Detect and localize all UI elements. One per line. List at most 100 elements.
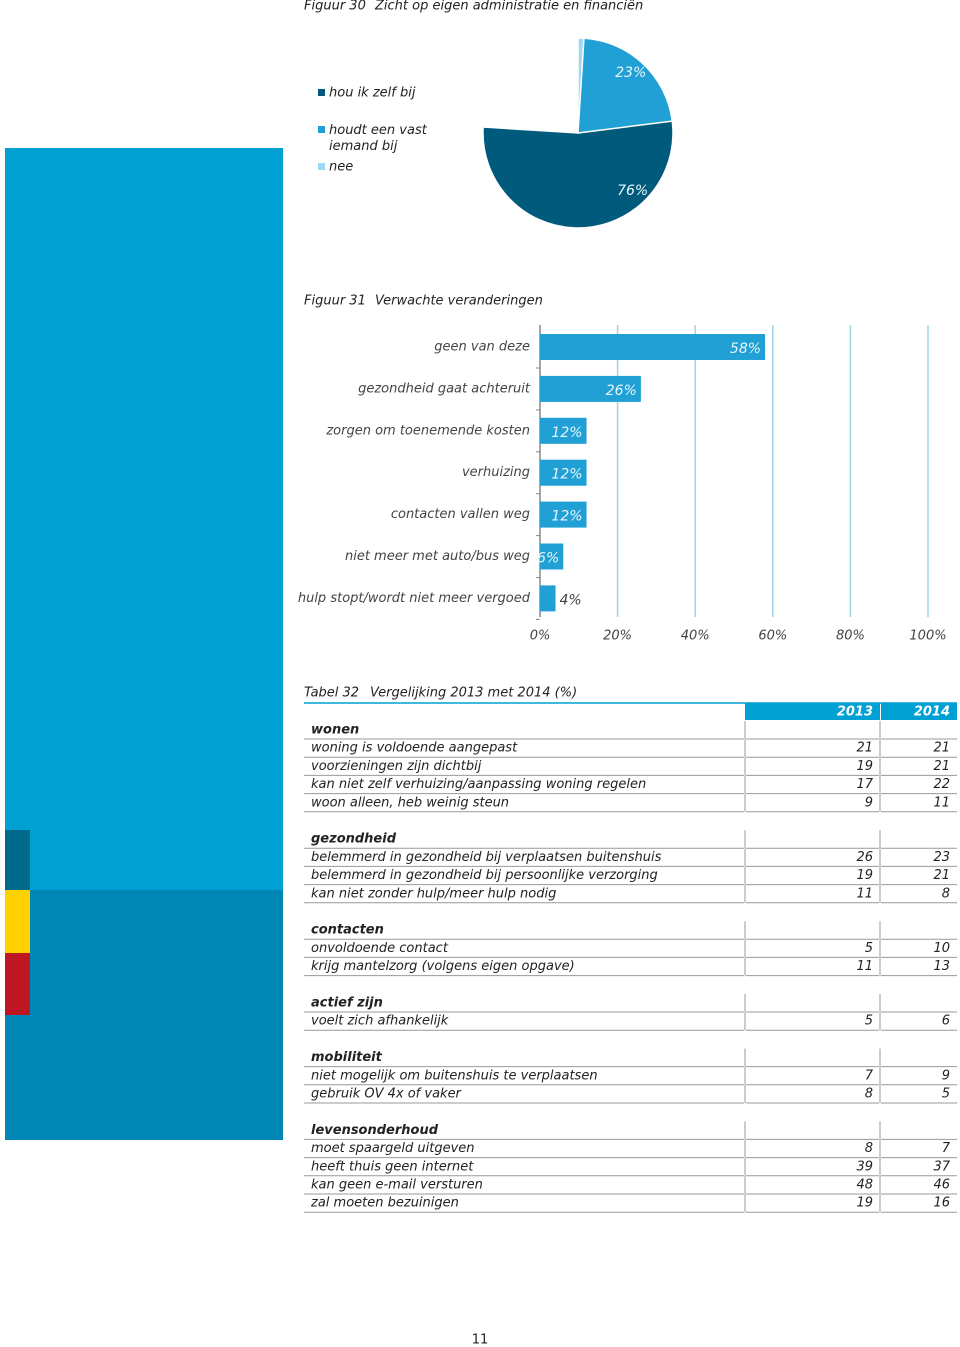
category-label: geen van deze [434, 340, 530, 355]
value-label: 12% [551, 425, 582, 441]
row-label: gebruik OV 4x of vaker [311, 1087, 463, 1102]
bar [540, 334, 766, 360]
pie-slice [577, 37, 585, 134]
row-label: belemmerd in gezondheid bij verplaatsen … [311, 850, 662, 865]
table-header-cell [881, 703, 957, 720]
cell-value: 5 [865, 941, 873, 956]
row-label: krijg mantelzorg (volgens eigen opgave) [311, 959, 575, 974]
cell-value: 26 [856, 850, 873, 865]
cell-value: 7 [942, 1141, 951, 1156]
cell-value: 5 [865, 1014, 873, 1029]
row-label: niet mogelijk om buitenshuis te verplaat… [311, 1068, 598, 1083]
value-label: 12% [551, 509, 582, 525]
x-tick-label: 80% [836, 629, 865, 644]
bar [540, 375, 641, 402]
row-label: heeft thuis geen internet [311, 1159, 474, 1174]
row-label: moet spaargeld uitgeven [311, 1141, 475, 1156]
figure-label: Figuur 30 [304, 0, 366, 14]
cell-value: 39 [856, 1159, 873, 1174]
cell-value: 46 [933, 1178, 950, 1193]
category-label: hulp stopt/wordt niet meer vergoed [298, 591, 531, 606]
sidebar-block [5, 890, 283, 1140]
sidebar-strip [5, 953, 30, 1015]
table-title: Vergelijking 2013 met 2014 (%) [370, 686, 577, 701]
value-label: 58% [730, 341, 761, 357]
cell-value: 13 [933, 959, 950, 974]
cell-value: 11 [856, 886, 873, 901]
row-label: woning is voldoende aangepast [311, 741, 518, 756]
cell-value: 19 [856, 868, 873, 883]
category-label: zorgen om toenemende kosten [325, 423, 530, 438]
page-number: 11 [472, 1333, 489, 1347]
cell-value: 10 [933, 941, 950, 956]
cell-value: 11 [856, 959, 873, 974]
value-label: 26% [606, 383, 637, 399]
legend-swatch [318, 163, 325, 170]
cell-value: 37 [933, 1159, 950, 1174]
bar [540, 501, 587, 528]
section-heading: gezondheid [311, 832, 397, 847]
legend-label: houdt een vast iemand bij [329, 123, 428, 154]
cell-value: 48 [856, 1178, 873, 1193]
bar [540, 543, 564, 570]
x-tick-label: 20% [603, 629, 632, 644]
section-heading: levensonderhoud [311, 1123, 439, 1138]
category-label: gezondheid gaat achteruit [358, 381, 531, 396]
row-label: voorzieningen zijn dichtbij [311, 759, 482, 774]
x-tick-label: 40% [681, 629, 710, 644]
row-label: zal moeten bezuinigen [310, 1196, 459, 1211]
cell-value: 9 [865, 795, 873, 810]
cell-value: 23 [933, 850, 950, 865]
row-label: belemmerd in gezondheid bij persoonlijke… [311, 868, 658, 883]
table-column-header: 2014 [914, 705, 950, 720]
cell-value: 6 [942, 1014, 950, 1029]
cell-value: 22 [933, 777, 950, 792]
x-tick-label: 60% [758, 629, 787, 644]
cell-value: 8 [865, 1141, 873, 1156]
x-tick-label: 100% [909, 629, 946, 644]
figure-label: Figuur 31 [304, 294, 366, 309]
cell-value: 17 [856, 777, 873, 792]
sidebar-block [5, 148, 283, 890]
category-label: contacten vallen weg [391, 507, 530, 522]
value-label: 4% [560, 592, 582, 608]
bar [540, 585, 556, 612]
cell-value: 21 [933, 868, 950, 883]
cell-value: 21 [856, 741, 873, 756]
cell-value: 19 [856, 1196, 873, 1211]
value-label: 12% [551, 467, 582, 483]
row-label: kan niet zelf verhuizing/aanpassing woni… [311, 777, 646, 792]
section-heading: mobiliteit [311, 1050, 383, 1065]
section-heading: wonen [311, 723, 359, 738]
table-header-cell [745, 703, 880, 720]
figure-title: Verwachte veranderingen [375, 294, 543, 309]
bar [540, 417, 587, 444]
row-label: kan geen e-mail versturen [311, 1178, 483, 1193]
legend-swatch [318, 126, 325, 133]
cell-value: 5 [942, 1087, 950, 1102]
cell-value: 8 [942, 886, 950, 901]
cell-value: 19 [856, 759, 873, 774]
x-tick-label: 0% [530, 629, 551, 644]
bar [540, 459, 587, 486]
sidebar-strip [5, 890, 30, 953]
legend-label: nee [329, 160, 353, 175]
cell-value: 8 [865, 1087, 873, 1102]
category-label: niet meer met auto/bus weg [345, 549, 530, 564]
cell-value: 21 [933, 741, 950, 756]
cell-value: 16 [933, 1196, 950, 1211]
sidebar-strip [5, 830, 30, 890]
cell-value: 7 [865, 1068, 874, 1083]
category-label: verhuizing [462, 465, 530, 480]
section-heading: contacten [311, 923, 384, 938]
legend-swatch [318, 89, 325, 96]
section-heading: actief zijn [311, 996, 383, 1011]
table-column-header: 2013 [837, 705, 873, 720]
pie-label: 23% [615, 65, 646, 81]
cell-value: 9 [942, 1068, 950, 1083]
row-label: voelt zich afhankelijk [311, 1014, 449, 1029]
pie-slice [577, 37, 674, 134]
value-label: 6% [537, 551, 559, 567]
figure-title: Zicht op eigen administratie en financië… [374, 0, 643, 14]
